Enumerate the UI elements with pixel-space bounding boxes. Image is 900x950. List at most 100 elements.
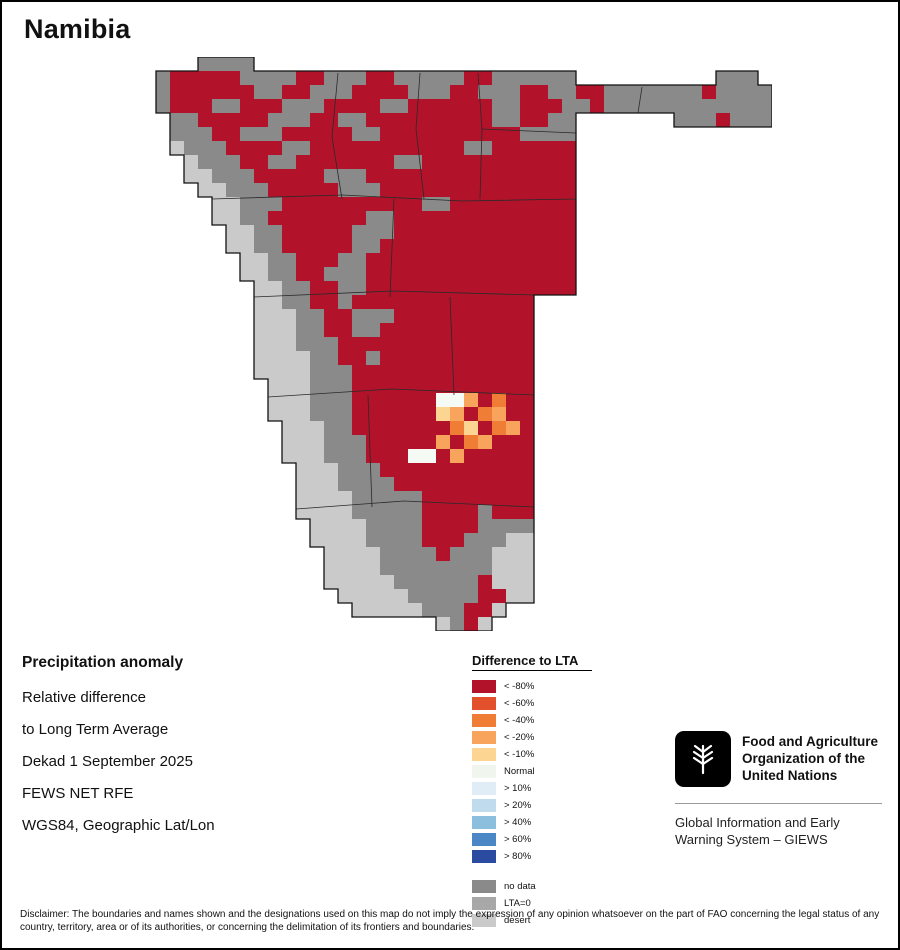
legend-swatch — [472, 799, 496, 812]
legend-swatch — [472, 833, 496, 846]
map-cell-run — [436, 435, 450, 449]
map-cell-run — [450, 407, 464, 421]
map-cell-run — [492, 421, 506, 435]
map-cell-run — [282, 197, 422, 211]
info-line: Dekad 1 September 2025 — [22, 753, 193, 770]
fao-logo — [675, 731, 731, 787]
map-cell-run — [170, 127, 212, 141]
map-cell-run — [394, 225, 576, 239]
map-cell-run — [436, 617, 450, 631]
legend-label: < -60% — [504, 698, 535, 709]
map-cell-run — [268, 267, 296, 281]
map-cell-run — [478, 421, 492, 435]
map-cell-run — [520, 99, 562, 113]
map-cell-run — [674, 113, 716, 127]
legend-item: > 40% — [472, 814, 622, 831]
map-cell-run — [324, 575, 394, 589]
country-outline — [155, 57, 772, 631]
map-cell-run — [296, 267, 324, 281]
map-cell-run — [366, 71, 394, 85]
map-cell-run — [492, 407, 506, 421]
map-cell-run — [254, 169, 324, 183]
map-cell-run — [380, 239, 576, 253]
map-cell-run — [366, 211, 394, 225]
divider — [675, 803, 882, 804]
map-cell-run — [366, 169, 576, 183]
map-cell-run — [492, 547, 534, 561]
namibia-map — [142, 57, 772, 631]
admin-boundary — [449, 296, 455, 396]
legend-item: > 60% — [472, 831, 622, 848]
map-cell-run — [156, 99, 170, 113]
legend-title: Difference to LTA — [472, 653, 593, 671]
map-cell-run — [422, 491, 534, 505]
legend-label: desert — [504, 915, 531, 926]
legend: Difference to LTA < -80% < -60% < -40% < -2… — [472, 652, 622, 929]
map-cell-run — [366, 435, 436, 449]
map-cell-run — [450, 617, 464, 631]
map-cell-run — [730, 113, 772, 127]
map-cell-run — [254, 309, 296, 323]
map-cell-run — [240, 99, 282, 113]
map-cell-run — [170, 85, 254, 99]
map-cell-run — [590, 99, 604, 113]
map-cell-run — [310, 407, 352, 421]
disclaimer: Disclaimer: The boundaries and names sho… — [20, 909, 880, 933]
map-cell-run — [226, 239, 254, 253]
map-cell-run — [310, 533, 366, 547]
map-cell-run — [240, 267, 268, 281]
map-cell-run — [492, 603, 506, 617]
map-cell-run — [478, 575, 492, 589]
map-cell-run — [604, 85, 702, 99]
map-cell-run — [282, 127, 352, 141]
map-cell-run — [156, 71, 170, 85]
map-cell-run — [296, 337, 338, 351]
map-cell-run — [506, 533, 534, 547]
legend-swatch — [472, 816, 496, 829]
legend-label: Normal — [504, 766, 535, 777]
map-cell-run — [352, 309, 394, 323]
legend-label: > 60% — [504, 834, 532, 845]
map-cell-run — [394, 309, 534, 323]
map-cell-run — [268, 183, 338, 197]
map-info-block: Precipitation anomaly Relative differenc… — [22, 654, 352, 849]
map-cell-run — [324, 309, 352, 323]
map-cell-run — [562, 99, 590, 113]
map-cell-run — [422, 197, 450, 211]
legend-swatch — [472, 748, 496, 761]
map-cell-run — [422, 505, 478, 519]
map-cell-run — [576, 85, 604, 99]
map-cell-run — [212, 211, 240, 225]
legend-item: > 80% — [472, 848, 622, 865]
map-cell-run — [338, 337, 534, 351]
map-cell-run — [254, 365, 310, 379]
map-cell-run — [478, 85, 520, 99]
map-cell-run — [184, 141, 226, 155]
map-cell-run — [170, 141, 184, 155]
map-cell-run — [296, 505, 352, 519]
legend-swatch — [472, 697, 496, 710]
map-cell-run — [548, 113, 576, 127]
map-cell-run — [268, 393, 310, 407]
map-cell-run — [716, 71, 758, 85]
map-cell-run — [548, 85, 576, 99]
legend-item: < -10% — [472, 746, 622, 763]
map-cell-run — [506, 407, 534, 421]
map-cell-run — [254, 337, 296, 351]
legend-label: > 10% — [504, 783, 532, 794]
map-cell-run — [268, 379, 310, 393]
legend-item: Normal — [472, 763, 622, 780]
admin-boundary — [389, 198, 395, 298]
map-cell-run — [282, 141, 310, 155]
map-cell-run — [338, 295, 352, 309]
legend-items: < -80% < -60% < -40% < -20% < -10% Normal > 10… — [472, 678, 622, 929]
admin-boundary — [367, 394, 373, 508]
giews-line: Global Information and Early — [675, 815, 840, 830]
map-cell-run — [282, 295, 310, 309]
admin-boundary — [481, 128, 577, 134]
map-cell-run — [464, 617, 478, 631]
legend-item: < -20% — [472, 729, 622, 746]
map-cell-run — [352, 491, 422, 505]
info-heading: Precipitation anomaly — [22, 654, 184, 671]
map-cell-run — [380, 323, 534, 337]
